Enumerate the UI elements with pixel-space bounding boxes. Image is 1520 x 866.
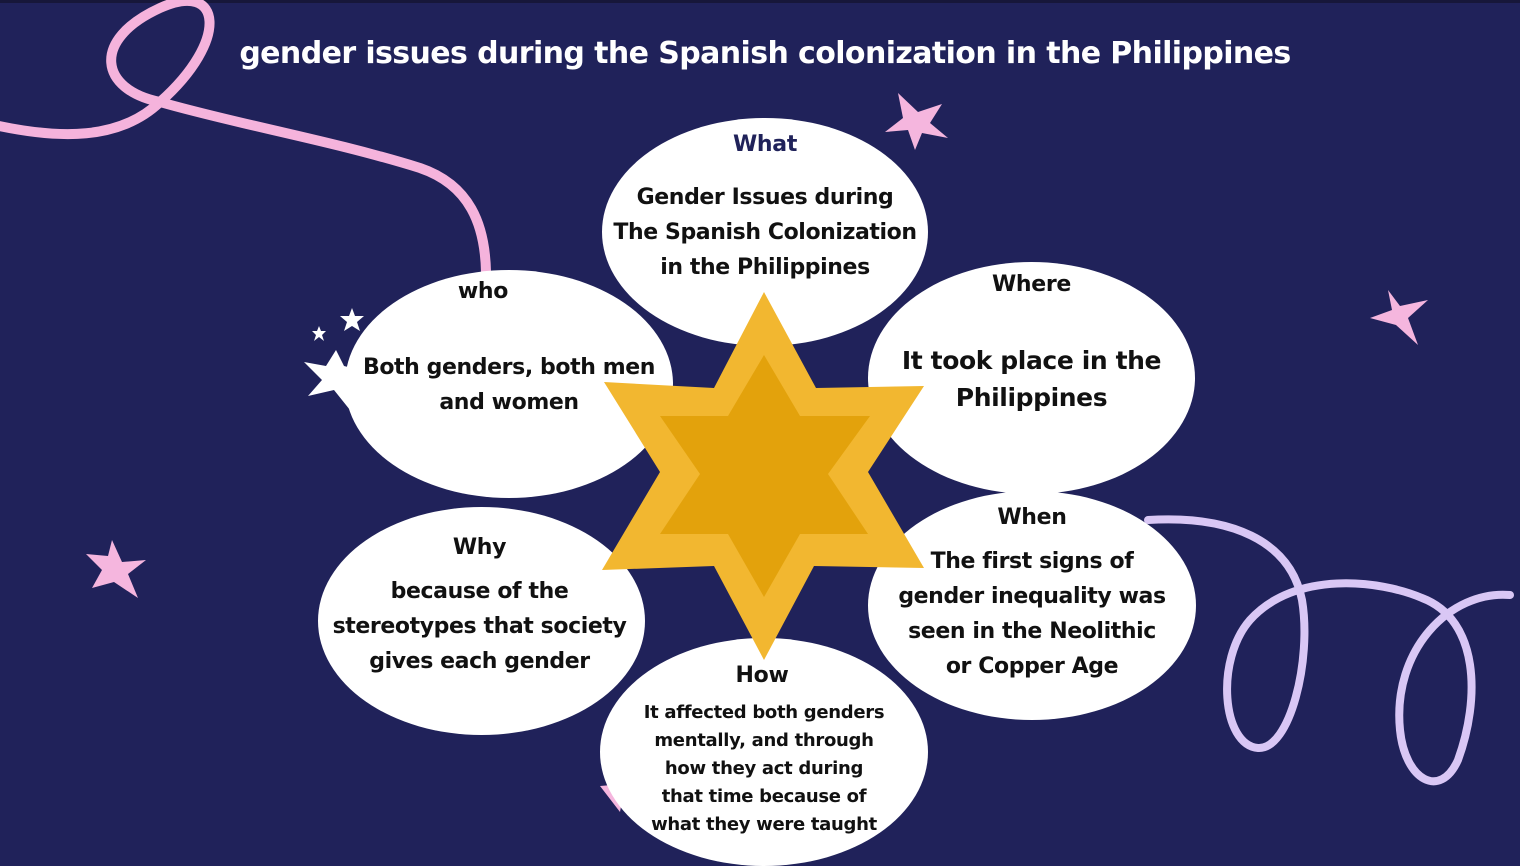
node-heading: Why [452,535,507,560]
text-line: gender inequality was [898,584,1166,609]
text-line: how they act during [664,758,864,779]
top-border [0,0,1520,3]
text-line: Both genders, both men [362,355,656,380]
text-line: or Copper Age [945,654,1119,679]
text-line: It affected both genders [643,702,885,723]
node-heading: What [732,132,798,157]
node-heading: Where [991,272,1072,297]
text-line: Gender Issues during [636,185,894,210]
node-text: Gender Issues during The Spanish Coloniz… [602,180,928,285]
text-line: seen in the Neolithic [908,619,1156,644]
node-when: When The first signs of gender inequalit… [868,491,1196,720]
pink-ribbon [0,0,491,277]
node-where: Where It took place in the Philippines [868,262,1195,494]
node-text: It affected both genders mentally, and t… [600,699,928,839]
text-line: because of the [390,579,569,604]
text-line: and women [439,390,579,415]
center-star-icon [602,292,924,660]
page-title: gender issues during the Spanish coloniz… [239,36,1291,71]
text-line: that time because of [661,786,867,807]
pink-star-icon [1370,290,1428,345]
node-what: What Gender Issues during The Spanish Co… [602,118,928,346]
text-line: mentally, and through [654,730,874,751]
text-line: The first signs of [930,549,1134,574]
pink-star-icon [885,93,948,150]
lavender-ribbon [1144,515,1514,786]
node-heading: How [735,663,789,688]
text-line: stereotypes that society [332,614,627,639]
white-star-icon [340,308,364,331]
text-line: gives each gender [369,649,590,674]
text-line: It took place in the [901,346,1162,375]
node-why: Why because of the stereotypes that soci… [318,507,645,735]
node-text: Both genders, both men and women [345,350,673,420]
white-star-icon [312,326,326,341]
node-heading: When [997,505,1067,530]
node-how: How It affected both genders mentally, a… [600,638,928,866]
node-text: It took place in the Philippines [868,342,1195,416]
node-heading: who [457,279,509,304]
node-text: The first signs of gender inequality was… [868,544,1196,684]
pink-star-icon [86,540,146,598]
text-line: in the Philippines [660,255,870,280]
star-inner [660,355,870,597]
text-line: what they were taught [651,814,877,835]
text-line: The Spanish Colonization [613,220,917,245]
node-text: because of the stereotypes that society … [316,574,643,679]
text-line: Philippines [955,383,1108,412]
